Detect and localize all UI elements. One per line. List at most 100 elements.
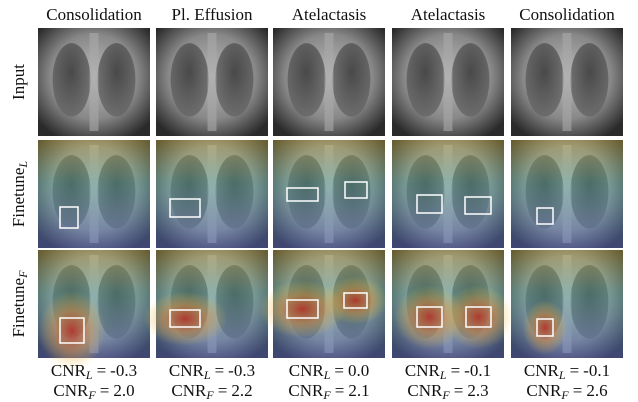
heatmap-overlay [156,140,268,248]
heatmap-overlay [273,140,385,248]
relation: = [100,381,110,400]
relation: = [218,381,228,400]
xray-panel [156,28,268,136]
xray-panel [273,140,385,248]
cnr-l-value: 0.0 [348,361,369,380]
column-title: Pl. Effusion [172,5,253,24]
cnr-l: CNRL =-0.3 [51,361,137,382]
lung [97,43,135,116]
metric-name: CNR [53,381,89,400]
page: {"columns": [ {"title": "Consolidation",… [0,0,638,402]
heatmap-hotspot [523,300,568,354]
xray-panel [143,250,268,358]
metric-subscript: F [322,388,331,402]
xray-panel [259,250,388,358]
heatmap-hotspot [444,285,514,349]
metric-name: CNR [288,381,324,400]
cnr-l: CNRL=-0.1 [405,361,491,382]
metric-subscript: L [323,368,331,382]
row-label-text: Input [9,64,28,100]
heatmap-overlay [38,140,150,248]
heatmap-overlay [511,140,623,248]
relation: = [570,361,580,380]
lung [215,43,253,116]
figure: ConsolidationCNRL=-0.3CNRF=2.0Pl. Effusi… [0,0,638,402]
metric-subscript: L [439,368,447,382]
metric-subscript: L [558,368,566,382]
metric-name: CNR [526,381,562,400]
metric-subscript: L [85,368,93,382]
cnr-f: CNRF =2.6 [526,381,607,402]
cnr-l-value: -0.1 [583,361,610,380]
cnr-f-value: 2.1 [348,381,369,400]
xray-panel [511,250,623,358]
metric-subscript: L [203,368,211,382]
cnr-f-value: 2.6 [586,381,607,400]
metric-subscript: F [441,388,450,402]
xray-panel [38,250,150,371]
cnr-f-value: 2.3 [467,381,488,400]
xray-panel [392,28,504,136]
metric-name: CNR [405,361,441,380]
cnr-f-value: 2.2 [231,381,252,400]
cnr-f: CNRF =2.0 [53,381,134,402]
xray-panel [38,140,150,248]
xray-panel [392,140,504,248]
metric-name: CNR [169,361,205,380]
column-title: Consolidation [46,5,142,24]
metric-name: CNR [289,361,325,380]
column-title: Atelactasis [411,5,486,24]
lung [332,43,370,116]
row-label-subscript: L [16,161,30,169]
metric-subscript: F [87,388,96,402]
cnr-l: CNRL =-0.1 [524,361,610,382]
lung [288,43,326,116]
cnr-l-value: -0.3 [110,361,137,380]
column-title: Consolidation [519,5,615,24]
relation: = [335,381,345,400]
xray-panel [38,28,150,136]
relation: = [215,361,225,380]
spine [208,33,217,131]
metric-name: CNR [51,361,87,380]
cnr-f: CNRF =2.2 [171,381,252,402]
lung [407,43,445,116]
lung [53,43,91,116]
cnr-l: CNRL =-0.3 [169,361,255,382]
row-label: Input [9,64,28,100]
metric-name: CNR [524,361,560,380]
metric-subscript: F [205,388,214,402]
xray-panel [511,140,623,248]
relation: = [97,361,107,380]
xray-panel [511,28,623,136]
body: ConsolidationCNRL=-0.3CNRF=2.0Pl. Effusi… [0,0,638,402]
heatmap-hotspot [143,291,227,345]
spine [325,33,334,131]
cnr-l-value: -0.3 [228,361,255,380]
spine [563,33,572,131]
cnr-f-value: 2.0 [113,381,134,400]
lung [526,43,564,116]
lung [171,43,209,116]
xray-panel [156,140,268,248]
cnr-f: CNRF =2.1 [288,381,369,402]
relation: = [451,361,461,380]
row-label-text: Finetune [9,168,28,228]
row-label: FinetuneL [9,161,30,228]
row-label: FinetuneF [9,270,30,338]
lung [451,43,489,116]
row-label-text: Finetune [9,278,28,338]
metric-name: CNR [171,381,207,400]
lung [570,43,608,116]
column-title: Atelactasis [292,5,367,24]
metric-name: CNR [407,381,443,400]
metric-subscript: F [560,388,569,402]
cnr-l: CNRL=0.0 [289,361,370,382]
spine [90,33,99,131]
xray-panel [273,28,385,136]
heatmap-hotspot [38,291,105,371]
heatmap-overlay [392,140,504,248]
xray-panel [392,250,514,358]
relation: = [573,381,583,400]
relation: = [334,361,344,380]
